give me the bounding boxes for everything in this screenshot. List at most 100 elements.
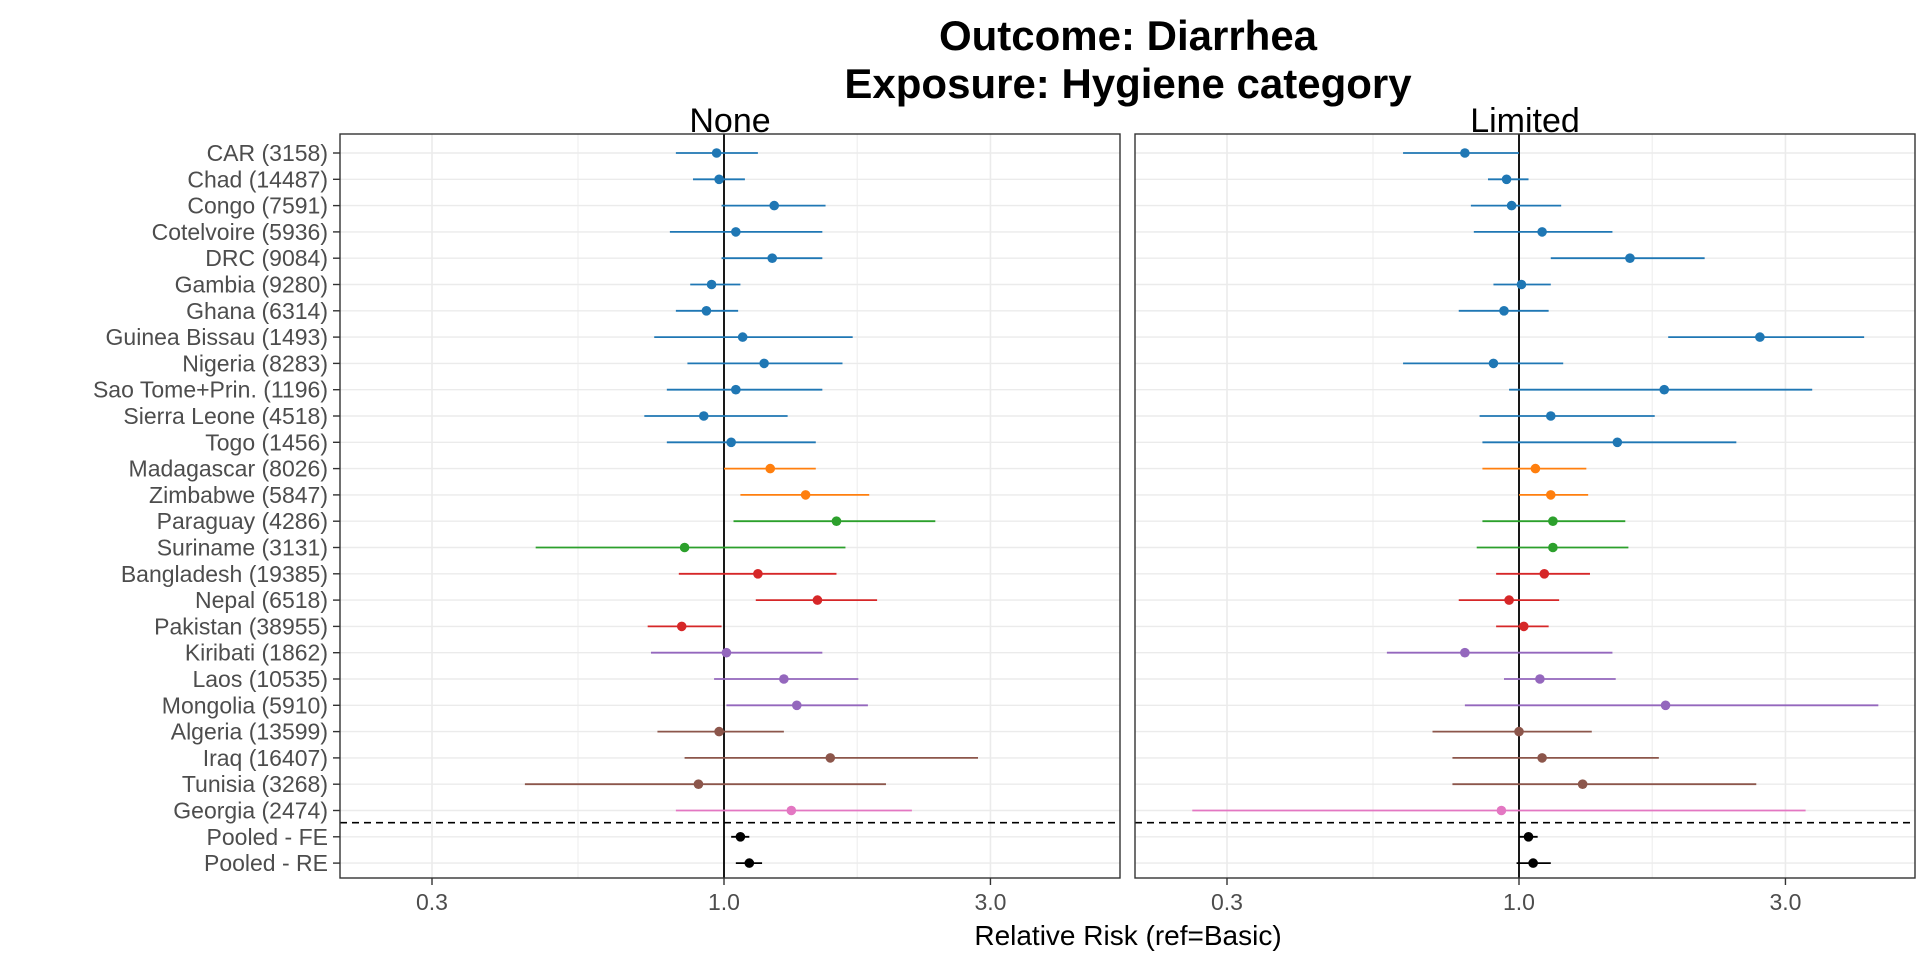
x-tick-label: 3.0: [974, 889, 1006, 915]
y-tick-label: Togo (1456): [205, 429, 328, 455]
y-tick-label: Ghana (6314): [186, 298, 328, 324]
rr-point-limited: [1577, 779, 1588, 789]
chart-subtitle: Exposure: Hygiene category: [844, 60, 1412, 107]
rr-point-none: [701, 306, 712, 316]
rr-point-limited: [1625, 253, 1635, 263]
rr-point-none: [765, 463, 776, 474]
x-axis-label: Relative Risk (ref=Basic): [974, 920, 1281, 951]
y-tick-label: Algeria (13599): [171, 719, 328, 745]
y-tick-label: Cotelvoire (5936): [152, 219, 328, 245]
y-tick-label: Pooled - RE: [204, 850, 328, 876]
y-tick-label: Georgia (2474): [173, 798, 328, 824]
y-tick-label: Suriname (3131): [157, 535, 328, 561]
x-tick-label: 0.3: [1211, 889, 1243, 915]
rr-point-none: [753, 569, 763, 579]
rr-point-none: [731, 227, 741, 237]
rr-point-limited: [1548, 516, 1558, 526]
rr-point-limited: [1612, 437, 1623, 448]
y-tick-label: Sao Tome+Prin. (1196): [93, 377, 328, 403]
x-tick-label: 3.0: [1769, 889, 1801, 915]
y-tick-label: Sierra Leone (4518): [123, 403, 328, 429]
rr-point-none: [800, 490, 811, 500]
rr-point-limited: [1537, 753, 1547, 763]
y-tick-label: CAR (3158): [207, 140, 328, 166]
rr-point-limited: [1537, 227, 1547, 237]
rr-point-limited: [1523, 832, 1534, 842]
facet-label-limited: Limited: [1470, 102, 1580, 140]
rr-point-limited: [1496, 805, 1507, 816]
y-tick-label: Pakistan (38955): [154, 613, 328, 639]
rr-point-limited: [1488, 358, 1499, 369]
rr-point-limited: [1548, 542, 1558, 553]
rr-point-limited: [1504, 595, 1514, 605]
x-tick-label: 1.0: [1503, 889, 1535, 915]
rr-point-none: [714, 726, 724, 737]
rr-point-limited: [1545, 411, 1556, 421]
panel-border: [339, 133, 1121, 879]
x-tick-label: 0.3: [416, 889, 448, 915]
rr-point-none: [769, 200, 780, 211]
rr-point-none: [698, 411, 709, 421]
rr-point-none: [759, 358, 769, 369]
y-tick-label: Bangladesh (19385): [121, 561, 328, 587]
y-tick-label: Tunisia (3268): [182, 771, 328, 797]
x-tick-label: 1.0: [708, 889, 740, 915]
y-tick-label: Paraguay (4286): [157, 508, 328, 534]
rr-point-none: [767, 253, 778, 263]
panel-background: [340, 134, 1120, 878]
rr-point-none: [679, 542, 690, 553]
rr-point-limited: [1539, 569, 1550, 579]
rr-point-none: [693, 779, 704, 789]
y-tick-label: Iraq (16407): [203, 745, 328, 771]
rr-point-limited: [1659, 384, 1670, 395]
y-tick-label: Congo (7591): [187, 193, 328, 219]
rr-point-limited: [1516, 279, 1527, 290]
rr-point-none: [786, 805, 797, 816]
rr-point-limited: [1506, 200, 1517, 211]
rr-point-none: [731, 384, 741, 395]
rr-point-limited: [1499, 306, 1509, 316]
facet-label-none: None: [689, 102, 770, 140]
rr-point-limited: [1530, 463, 1541, 474]
y-tick-label: Guinea Bissau (1493): [106, 324, 328, 350]
rr-point-limited: [1545, 490, 1556, 500]
y-tick-label: Laos (10535): [192, 666, 328, 692]
rr-point-limited: [1460, 647, 1470, 658]
panel-plot-area: [340, 134, 1120, 878]
y-tick-label: Mongolia (5910): [162, 692, 328, 718]
panel-none: None 0.3 1.0 3.0: [339, 102, 1121, 915]
y-tick-label: Pooled - FE: [207, 824, 328, 850]
rr-point-limited: [1528, 858, 1538, 868]
panel-border: [1134, 133, 1916, 879]
rr-point-none: [812, 595, 823, 605]
rr-point-none: [726, 437, 736, 448]
y-tick-label: Kiribati (1862): [185, 640, 328, 666]
rr-point-limited: [1519, 621, 1529, 632]
panel-plot-area: [1135, 134, 1915, 878]
rr-point-none: [706, 279, 717, 290]
y-tick-label: Zimbabwe (5847): [149, 482, 328, 508]
rr-point-none: [825, 753, 836, 763]
y-tick-label: Nepal (6518): [195, 587, 328, 613]
chart-title: Outcome: Diarrhea: [939, 12, 1318, 59]
rr-point-none: [735, 832, 746, 842]
rr-point-none: [779, 674, 789, 684]
rr-point-none: [676, 621, 687, 632]
rr-point-limited: [1535, 674, 1545, 684]
rr-point-limited: [1755, 332, 1765, 342]
y-tick-label: Gambia (9280): [175, 272, 328, 298]
panel-limited: Limited 0.3 1.0 3.0: [1134, 102, 1916, 915]
rr-point-limited: [1460, 148, 1470, 158]
y-tick-label: Nigeria (8283): [182, 350, 328, 376]
rr-point-none: [831, 516, 842, 526]
rr-point-none: [744, 858, 755, 868]
rr-point-none: [714, 174, 724, 185]
rr-point-none: [737, 332, 748, 342]
y-tick-label: DRC (9084): [205, 245, 328, 271]
y-tick-label: Madagascar (8026): [129, 456, 328, 482]
plot-layer: None 0.3 1.0 3.0 Limited 0.3 1.0 3.0 CAR (3158) C…: [93, 102, 1916, 915]
rr-point-none: [711, 148, 722, 158]
rr-point-none: [721, 647, 732, 658]
